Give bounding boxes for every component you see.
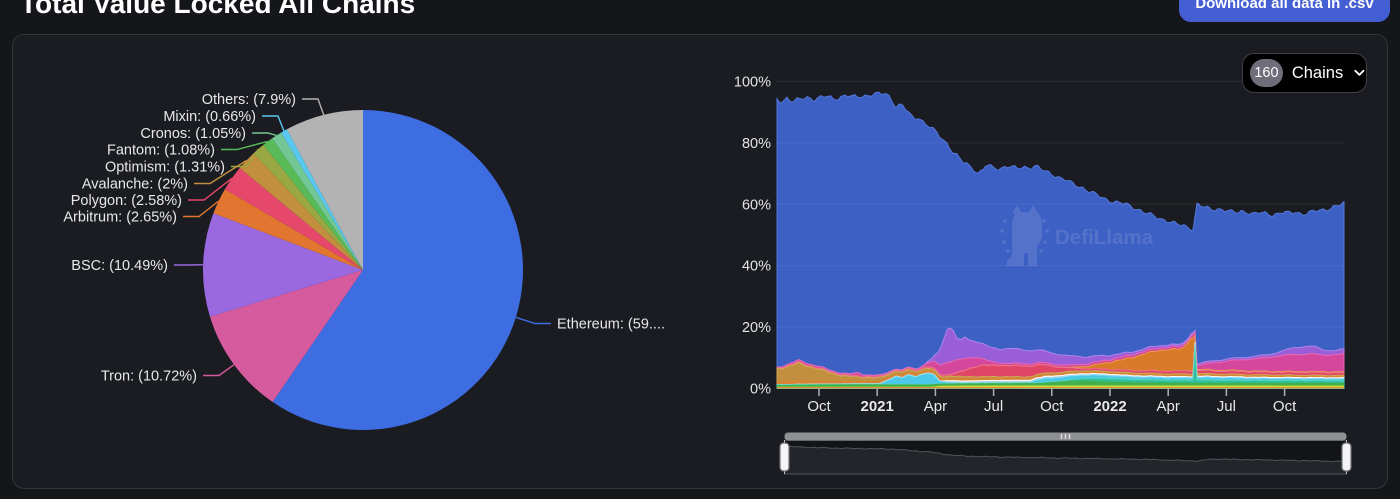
svg-text:Jul: Jul (984, 398, 1003, 415)
svg-text:Optimism: (1.31%): Optimism: (1.31%) (105, 160, 225, 176)
svg-text:Oct: Oct (807, 398, 831, 415)
svg-text:Cronos: (1.05%): Cronos: (1.05%) (140, 126, 246, 142)
svg-text:Fantom: (1.08%): Fantom: (1.08%) (107, 143, 215, 159)
svg-text:Avalanche: (2%): Avalanche: (2%) (82, 177, 188, 193)
svg-text:Tron: (10.72%): Tron: (10.72%) (101, 369, 197, 385)
svg-text:2022: 2022 (1093, 398, 1126, 415)
svg-text:Arbitrum: (2.65%): Arbitrum: (2.65%) (63, 210, 177, 226)
svg-text:2021: 2021 (861, 398, 894, 415)
svg-text:100%: 100% (734, 75, 771, 91)
svg-text:DefiLlama: DefiLlama (1055, 226, 1154, 249)
svg-text:Mixin: (0.66%): Mixin: (0.66%) (163, 109, 256, 125)
svg-text:20%: 20% (742, 320, 771, 336)
svg-text:Apr: Apr (924, 398, 947, 415)
svg-text:Oct: Oct (1040, 398, 1064, 415)
svg-text:Others: (7.9%): Others: (7.9%) (202, 92, 296, 108)
svg-text:Oct: Oct (1273, 398, 1297, 415)
svg-text:60%: 60% (742, 197, 771, 213)
svg-text:Jul: Jul (1217, 398, 1236, 415)
svg-text:BSC: (10.49%): BSC: (10.49%) (71, 258, 168, 274)
svg-text:80%: 80% (742, 136, 771, 152)
svg-text:Polygon: (2.58%): Polygon: (2.58%) (71, 193, 182, 209)
svg-text:40%: 40% (742, 259, 771, 275)
svg-text:0%: 0% (750, 382, 771, 398)
svg-text:Apr: Apr (1157, 398, 1180, 415)
svg-text:Ethereum: (59....: Ethereum: (59.... (557, 317, 665, 333)
